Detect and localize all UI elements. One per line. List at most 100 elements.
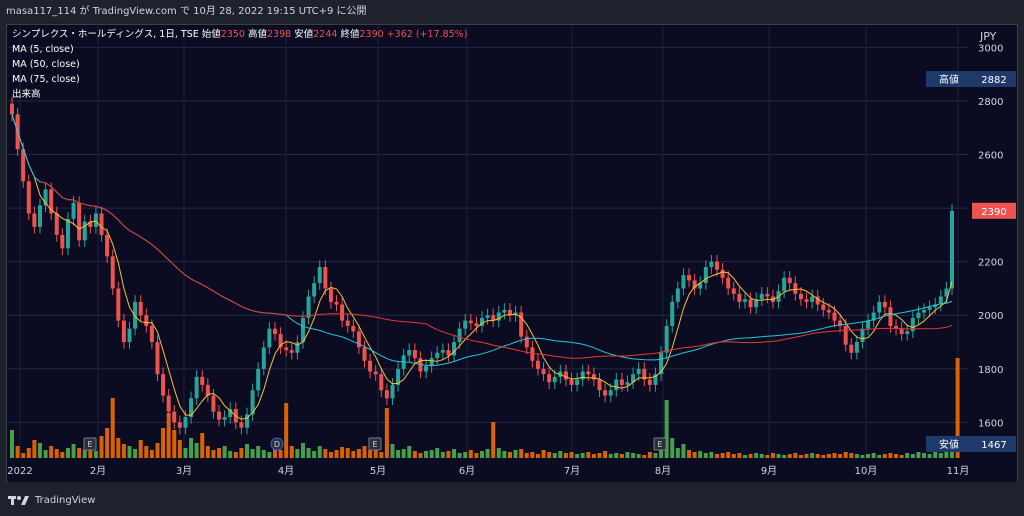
volume-bar	[754, 453, 759, 458]
volume-bar	[899, 455, 904, 458]
candle-body	[205, 384, 210, 396]
volume-bar	[659, 450, 664, 458]
brand[interactable]: TradingView	[8, 494, 95, 506]
candle-body	[603, 390, 608, 396]
legend-ma50[interactable]: MA (50, close)	[12, 59, 80, 70]
legend-ma75[interactable]: MA (75, close)	[12, 74, 80, 85]
volume-bar	[871, 453, 876, 458]
volume-bar	[446, 451, 451, 458]
candle-body	[524, 336, 529, 348]
candle-body	[742, 299, 747, 302]
volume-bar	[480, 451, 484, 458]
volume-bar	[675, 448, 680, 458]
candle-body	[681, 275, 686, 289]
candle-body	[659, 352, 664, 375]
volume-bar	[698, 451, 703, 458]
last-price-value: 2390	[981, 207, 1006, 218]
volume-bar	[239, 448, 244, 458]
volume-bar	[261, 450, 266, 458]
candle-body	[737, 293, 742, 302]
candle-body	[530, 347, 535, 361]
legend-change: +362 (+17.85%)	[386, 29, 468, 40]
y-tick-label: 3000	[978, 43, 1003, 54]
candle-body	[340, 304, 345, 321]
volume-bar	[832, 453, 837, 458]
x-tick-label: 4月	[278, 465, 294, 477]
candle-body	[323, 267, 328, 289]
candle-body	[384, 390, 389, 399]
earnings-marker	[368, 437, 382, 451]
candle-body	[703, 267, 708, 284]
brand-name: TradingView	[35, 494, 96, 506]
volume-bar	[955, 358, 960, 458]
legend-symbol-row: シンプレクス・ホールディングス, 1日, TSE 始値2350 高値2398 安…	[12, 27, 467, 42]
earnings-marker-label: E	[657, 440, 662, 449]
candle-body	[155, 342, 160, 375]
candle-body	[37, 205, 42, 227]
legend-high-label: 高値	[248, 29, 268, 40]
high-tag-value-bg	[972, 71, 1016, 88]
candle-body	[793, 283, 798, 294]
candle-body	[463, 320, 468, 329]
volume-bar	[810, 453, 815, 458]
volume-bar	[435, 448, 440, 458]
candle-body	[93, 213, 98, 227]
volume-bar	[558, 451, 563, 458]
candle-body	[765, 293, 770, 297]
volume-bar	[82, 450, 87, 458]
volume-bar	[272, 448, 277, 458]
volume-bar	[60, 452, 65, 458]
volume-bar	[614, 453, 619, 458]
volume-bar	[37, 443, 42, 458]
candle-body	[552, 376, 557, 383]
volume-bar	[681, 444, 686, 458]
volume-bar	[161, 428, 166, 458]
volume-bar	[65, 448, 70, 458]
candle-body	[328, 288, 333, 302]
candle-body	[944, 288, 949, 297]
volume-bar	[429, 450, 434, 458]
volume-bar	[541, 450, 546, 458]
candle-body	[26, 181, 31, 214]
candle-body	[60, 234, 65, 249]
volume-bar	[43, 450, 48, 458]
candle-body	[194, 376, 199, 399]
earnings-marker	[83, 437, 97, 451]
volume-bar	[535, 454, 540, 458]
candle-body	[138, 301, 143, 316]
candle-body	[88, 221, 93, 227]
volume-bar	[228, 451, 233, 458]
x-tick-label: 5月	[370, 465, 386, 477]
candle-body	[782, 277, 787, 292]
volume-bar	[927, 454, 932, 458]
candle-body	[429, 358, 434, 367]
candle-body	[821, 304, 826, 310]
candle-body	[631, 374, 636, 383]
candle-body	[278, 333, 283, 348]
candle-body	[591, 374, 596, 380]
volume-bar	[647, 452, 652, 458]
volume-bar	[642, 455, 647, 458]
candle-body	[575, 379, 580, 385]
candle-body	[256, 368, 261, 391]
candle-body	[379, 374, 384, 391]
volume-bar	[127, 446, 132, 458]
volume-bar	[653, 453, 658, 458]
volume-bar	[709, 452, 714, 458]
legend-ma5[interactable]: MA (5, close)	[12, 44, 74, 55]
candle-body	[306, 296, 311, 318]
candle-body	[871, 312, 876, 321]
earnings-marker	[653, 437, 667, 451]
legend-volume[interactable]: 出来高	[12, 89, 41, 100]
candle-body	[43, 189, 48, 206]
candle-body	[295, 342, 300, 353]
candle-body	[535, 360, 540, 369]
candle-body	[250, 390, 255, 415]
volume-bar	[821, 455, 826, 458]
x-tick-label: 10月	[855, 465, 878, 477]
volume-bar	[608, 454, 613, 458]
candle-body	[317, 267, 322, 284]
legend-close: 2390	[359, 29, 384, 40]
candle-body	[838, 320, 843, 326]
